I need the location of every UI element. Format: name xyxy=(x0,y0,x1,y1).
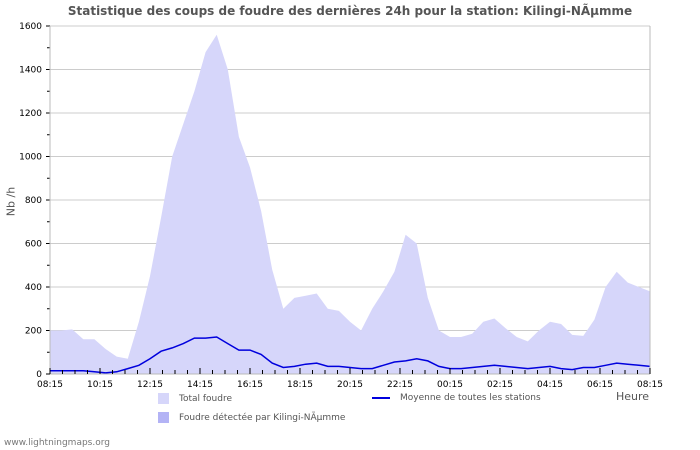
average-stations-line xyxy=(50,336,651,374)
svg-text:04:15: 04:15 xyxy=(537,380,563,390)
svg-text:20:15: 20:15 xyxy=(337,380,363,390)
y-axis-label: Nb /h xyxy=(4,186,18,217)
svg-text:1200: 1200 xyxy=(19,109,42,119)
svg-text:12:15: 12:15 xyxy=(137,380,163,390)
total-swatch-icon xyxy=(158,393,169,404)
svg-text:1400: 1400 xyxy=(19,66,42,76)
svg-text:08:15: 08:15 xyxy=(637,380,663,390)
svg-text:1000: 1000 xyxy=(19,153,42,163)
chart-title: Statistique des coups de foudre des dern… xyxy=(67,4,633,18)
legend-label-detected: Foudre détectée par Kilingi-NÃµmme xyxy=(179,412,346,423)
legend-item-detected: Foudre détectée par Kilingi-NÃµmme xyxy=(158,412,345,423)
svg-text:400: 400 xyxy=(25,283,42,293)
svg-text:18:15: 18:15 xyxy=(287,380,313,390)
axes: 0 200 400 600 800 1000 1200 1400 1600 08:15 10:15 1… xyxy=(19,22,663,390)
svg-text:200: 200 xyxy=(25,327,42,337)
legend-label-total: Total foudre xyxy=(179,393,233,404)
average-line-icon xyxy=(372,397,390,399)
total-lightning-area xyxy=(50,34,650,374)
svg-text:02:15: 02:15 xyxy=(487,380,513,390)
legend-item-total: Total foudre xyxy=(158,393,232,404)
legend-item-average: Moyenne de toutes les stations xyxy=(372,393,541,403)
detected-swatch-icon xyxy=(158,412,169,423)
svg-text:16:15: 16:15 xyxy=(237,380,263,390)
svg-text:06:15: 06:15 xyxy=(587,380,613,390)
gridlines xyxy=(50,25,650,331)
x-axis-label: Heure xyxy=(616,390,650,403)
legend-label-average: Moyenne de toutes les stations xyxy=(400,393,541,403)
svg-text:1600: 1600 xyxy=(19,22,42,32)
footer-link[interactable]: www.lightningmaps.org xyxy=(4,438,110,448)
svg-text:22:15: 22:15 xyxy=(387,380,413,390)
svg-text:800: 800 xyxy=(25,196,42,206)
svg-text:10:15: 10:15 xyxy=(87,380,113,390)
svg-text:14:15: 14:15 xyxy=(187,380,213,390)
svg-text:00:15: 00:15 xyxy=(437,380,463,390)
svg-text:0: 0 xyxy=(36,370,42,380)
svg-text:600: 600 xyxy=(25,240,42,250)
svg-text:08:15: 08:15 xyxy=(37,380,63,390)
